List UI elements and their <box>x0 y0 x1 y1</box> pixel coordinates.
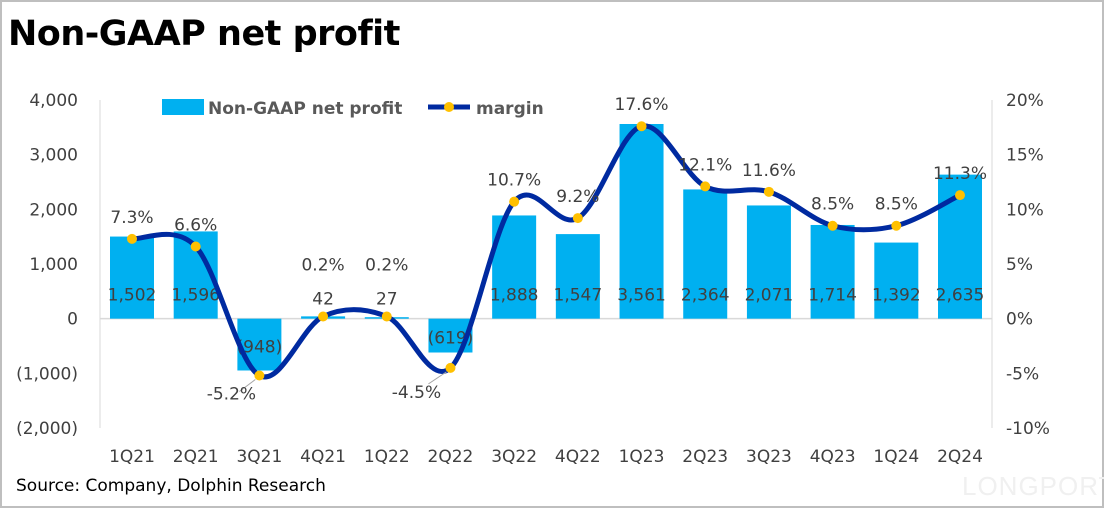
margin-marker <box>254 370 265 381</box>
margin-value-label: 6.6% <box>174 216 217 236</box>
margin-value-label: 0.2% <box>365 255 408 275</box>
margin-marker <box>509 196 520 207</box>
bar-value-label: 1,714 <box>808 286 857 306</box>
x-tick-label: 4Q21 <box>300 447 346 467</box>
margin-marker <box>318 311 329 322</box>
bar <box>810 224 855 319</box>
left-tick-label: (1,000) <box>16 364 78 384</box>
x-tick-label: 1Q22 <box>364 447 410 467</box>
bar-value-label: 1,392 <box>872 286 921 306</box>
margin-value-label: 0.2% <box>301 255 344 275</box>
bar <box>237 318 282 371</box>
bar <box>683 189 728 319</box>
bar-value-label: 1,547 <box>554 286 603 306</box>
margin-value-label: 17.6% <box>615 95 669 115</box>
right-tick-label: -10% <box>1006 419 1050 439</box>
bar <box>555 234 600 319</box>
left-tick-label: 3,000 <box>29 146 78 166</box>
x-tick-label: 2Q24 <box>937 447 983 467</box>
margin-value-label: 12.1% <box>678 155 732 175</box>
bar <box>746 205 791 319</box>
margin-value-label: 8.5% <box>811 195 854 215</box>
right-tick-label: 0% <box>1006 310 1033 330</box>
margin-marker <box>636 121 647 132</box>
margin-marker <box>381 311 392 322</box>
left-tick-label: (2,000) <box>16 419 78 439</box>
margin-value-label: 11.6% <box>742 161 796 181</box>
left-tick-label: 4,000 <box>29 91 78 111</box>
bar <box>619 123 664 319</box>
x-tick-label: 1Q21 <box>109 447 155 467</box>
margin-marker <box>572 213 583 224</box>
margin-value-label: -5.2% <box>207 385 256 405</box>
bar-value-label: 1,502 <box>108 286 157 306</box>
margin-value-label: 8.5% <box>875 195 918 215</box>
margin-marker <box>445 362 456 373</box>
margin-value-label: 7.3% <box>110 208 153 228</box>
bar-value-label: (948) <box>237 338 283 358</box>
bar <box>874 242 919 319</box>
x-tick-label: 1Q23 <box>619 447 665 467</box>
right-tick-label: 5% <box>1006 255 1033 275</box>
right-tick-label: 20% <box>1006 91 1044 111</box>
left-tick-label: 1,000 <box>29 255 78 275</box>
chart-title: Non-GAAP net profit <box>8 14 400 54</box>
legend-line-marker <box>444 102 454 112</box>
margin-marker <box>190 241 201 252</box>
legend-bar-swatch <box>162 99 204 115</box>
x-tick-label: 3Q22 <box>491 447 537 467</box>
margin-marker <box>127 233 137 244</box>
bar-value-label: 2,071 <box>745 286 794 306</box>
bar-value-label: 27 <box>376 290 398 310</box>
watermark: LONGPORT <box>962 471 1104 501</box>
bar-value-label: 1,888 <box>490 286 539 306</box>
x-tick-label: 2Q21 <box>173 447 219 467</box>
margin-marker <box>891 220 902 231</box>
right-tick-label: 15% <box>1006 146 1044 166</box>
x-tick-label: 1Q24 <box>873 447 919 467</box>
margin-marker <box>955 190 965 201</box>
right-tick-label: 10% <box>1006 200 1044 220</box>
x-tick-label: 3Q21 <box>236 447 282 467</box>
legend-line-label: margin <box>476 99 544 119</box>
x-tick-label: 3Q23 <box>746 447 792 467</box>
margin-marker <box>763 186 774 197</box>
margin-value-label: 10.7% <box>487 171 541 191</box>
margin-value-label: -4.5% <box>392 383 441 403</box>
bar-value-label: 2,635 <box>936 286 985 306</box>
label-leader-line <box>428 371 447 385</box>
bar-value-label: 42 <box>312 290 334 310</box>
bar-value-label: 2,364 <box>681 286 730 306</box>
left-tick-label: 2,000 <box>29 200 78 220</box>
x-tick-label: 2Q23 <box>682 447 728 467</box>
margin-value-label: 9.2% <box>556 187 599 207</box>
margin-marker <box>827 220 838 231</box>
bar-value-label: 3,561 <box>617 286 666 306</box>
margin-marker <box>700 181 711 192</box>
margin-value-label: 11.3% <box>933 164 987 184</box>
x-tick-label: 4Q22 <box>555 447 601 467</box>
right-tick-label: -5% <box>1006 364 1039 384</box>
x-tick-label: 2Q22 <box>428 447 474 467</box>
bar <box>110 236 154 319</box>
source-note: Source: Company, Dolphin Research <box>16 476 326 496</box>
bar-value-label: 1,596 <box>171 286 220 306</box>
left-tick-label: 0 <box>67 310 78 330</box>
x-tick-label: 4Q23 <box>810 447 856 467</box>
legend-bar-label: Non-GAAP net profit <box>208 99 402 119</box>
label-leader-line <box>239 379 256 392</box>
